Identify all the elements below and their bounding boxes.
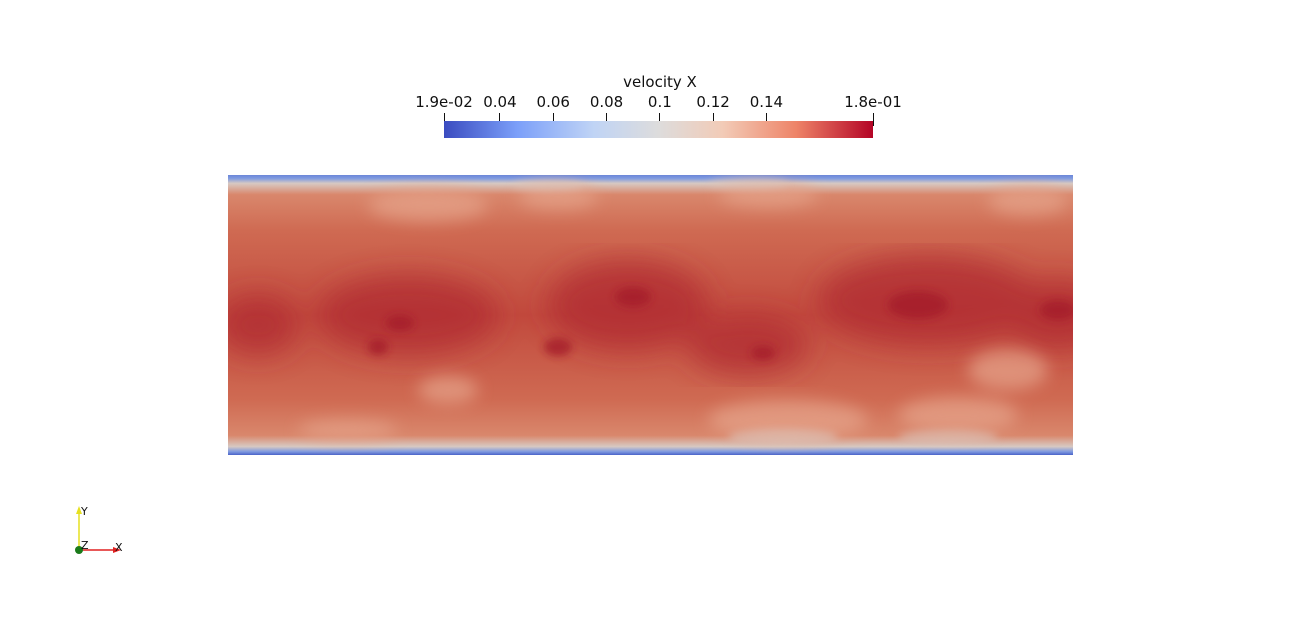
- colorbar-tick-mark: [499, 113, 501, 126]
- colorbar-tick-mark: [765, 113, 767, 126]
- x-axis-arrow-icon: [113, 547, 121, 553]
- orientation-axes: Y X Z: [75, 505, 123, 554]
- colorbar-tick-mark: [606, 113, 608, 126]
- colorbar-tick-label: 1.8e-01: [844, 93, 902, 111]
- colorbar-tick-label: 0.06: [536, 93, 570, 111]
- colorbar-tick-label: 1.9e-02: [415, 93, 473, 111]
- colorbar-title: velocity X: [623, 73, 697, 91]
- velocity-field-render[interactable]: [228, 175, 1073, 455]
- colorbar-tick-label: 0.14: [749, 93, 784, 111]
- colorbar-tick-mark: [443, 113, 445, 126]
- colorbar-tick-label: 0.08: [589, 93, 624, 111]
- colorbar-tick-label: 0.1: [647, 93, 672, 111]
- colorbar-tick-label: 0.12: [696, 93, 730, 111]
- z-axis-dot-icon: [75, 546, 83, 554]
- colorbar-tick-mark: [712, 113, 714, 126]
- y-axis-label: Y: [80, 505, 88, 518]
- z-axis-label: Z: [81, 539, 89, 552]
- colorbar-tick-mark: [872, 113, 874, 126]
- colorbar: [444, 121, 873, 138]
- y-axis-arrow-icon: [76, 506, 82, 514]
- colorbar-tick-mark: [659, 113, 661, 126]
- colorbar-tick-label: 0.04: [483, 93, 517, 111]
- colorbar-tick-mark: [552, 113, 554, 126]
- x-axis-label: X: [115, 541, 123, 554]
